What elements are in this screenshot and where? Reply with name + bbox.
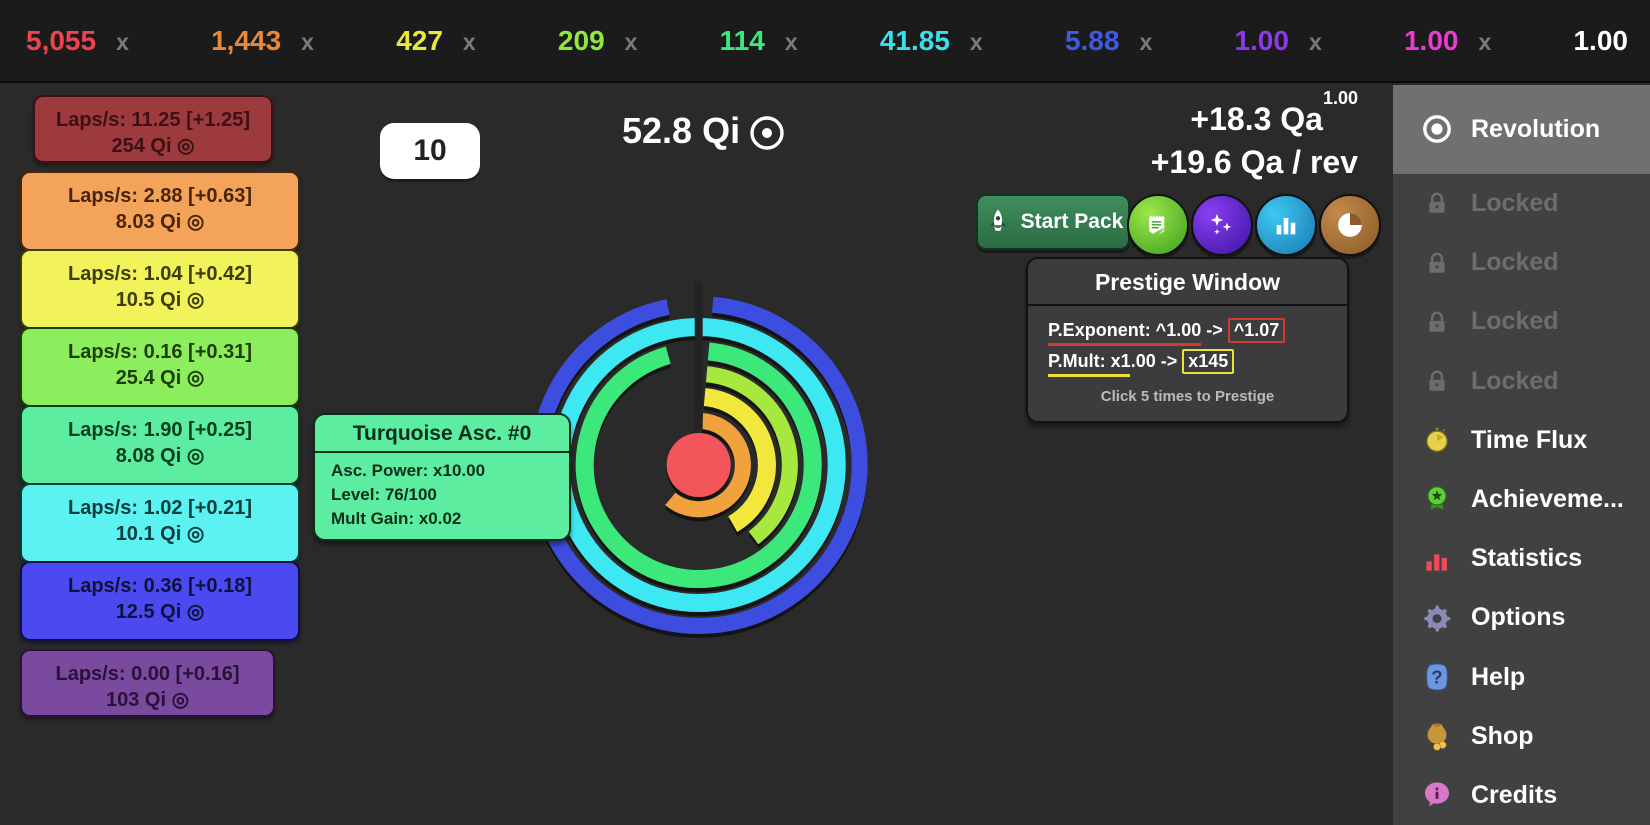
svg-text:?: ? xyxy=(1431,667,1442,688)
